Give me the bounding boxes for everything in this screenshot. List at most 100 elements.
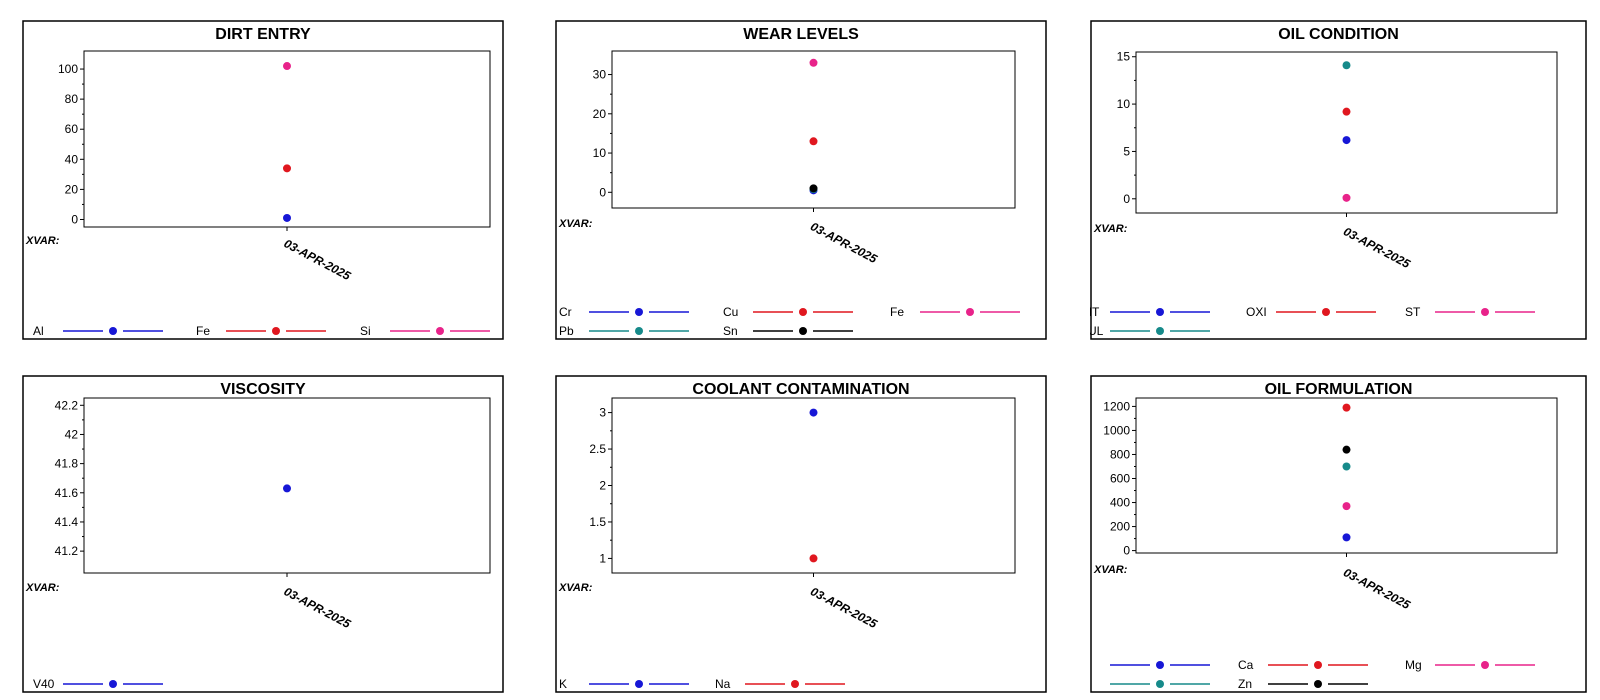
legend-item-k: K [559,677,689,691]
legend-item-fe: Fe [890,305,1020,319]
chart-title: VISCOSITY [220,381,306,398]
y-tick-label: 20 [593,107,607,121]
y-tick-label: 60 [65,122,79,136]
y-tick-label: 1200 [1103,399,1130,413]
y-tick-label: 10 [1117,97,1131,111]
wear-levels-chart: WEAR LEVELS 0 10 20 30 XVAR: 03-APR-2025 Cr Cu Fe… [555,20,1047,340]
legend-item-na: Na [715,677,845,691]
x-axis-label: XVAR: [1093,564,1128,576]
data-point-st [1342,193,1351,202]
legend-label: SUL [1090,324,1104,338]
legend-item-p: P [1110,678,1210,690]
viscosity-chart: VISCOSITY 41.2 41.4 41.6 41.8 42 42.2 XVAR: 03-A… [22,375,504,693]
y-tick-label: 1 [599,551,606,565]
legend-label: K [559,677,567,691]
y-tick-label: 0 [71,212,78,226]
data-point-sn [809,184,818,193]
legend-marker [1314,680,1322,688]
legend-item-v40: V40 [33,677,163,691]
panel-border [555,20,1047,340]
y-tick-label: 80 [65,92,79,106]
panel-border [22,375,504,693]
y-tick-label: 41.6 [55,486,79,500]
legend-marker [1156,680,1164,688]
y-tick-label: 100 [58,62,78,76]
legend-marker [1156,308,1164,316]
data-point-k [809,408,818,417]
y-tick-label: 3 [599,406,606,420]
legend-label: NIT [1090,305,1100,319]
y-tick-label: 1000 [1103,423,1130,437]
legend-marker [1314,661,1322,669]
legend-item-st: ST [1405,305,1535,319]
chart-title: OIL CONDITION [1278,26,1399,43]
data-point-zn [1342,445,1351,454]
legend-item-sn: Sn [723,324,853,338]
legend-item-b: B [1110,659,1210,671]
y-tick-label: 30 [593,68,607,82]
legend-item-cr: Cr [559,305,689,319]
legend-marker [1481,308,1489,316]
data-point-sul [1342,61,1351,70]
x-axis-label: XVAR: [558,582,593,594]
legend-marker [1322,308,1330,316]
x-axis-label: XVAR: [1093,223,1128,235]
legend-marker [966,308,974,316]
y-tick-label: 42 [65,427,79,441]
y-tick-label: 20 [65,182,79,196]
legend-marker [1156,327,1164,335]
legend-item-cu: Cu [723,305,853,319]
data-point-p [1342,462,1351,471]
x-axis-label: XVAR: [558,218,593,230]
legend-label: ST [1405,305,1421,319]
y-tick-label: 0 [1123,544,1130,558]
y-tick-label: 5 [1123,144,1130,158]
legend-marker [109,680,117,688]
legend-marker [635,308,643,316]
chart-svg: OIL CONDITION051015XVAR:03-APR-2025NITOX… [1090,20,1587,340]
legend-item-si: Si [360,324,490,338]
legend-marker [799,327,807,335]
y-tick-label: 10 [593,146,607,160]
legend-marker [791,680,799,688]
legend-item-sul: SUL [1090,324,1210,338]
data-point-oxi [1342,107,1351,116]
y-tick-label: 0 [1123,192,1130,206]
panel-border [1090,375,1587,693]
legend-item-mg: Mg [1405,658,1535,672]
dirt-entry-chart: DIRT ENTRY 0 20 40 60 80 100 XVAR: 03-APR-2025 Al… [22,20,504,340]
data-point-al [283,213,291,222]
data-point-mg [1342,502,1351,511]
x-axis-label: XVAR: [25,582,60,594]
legend-marker [635,680,643,688]
legend-marker [436,327,444,335]
legend-label: Sn [723,324,738,338]
y-tick-label: 40 [65,152,79,166]
legend-marker [635,327,643,335]
legend-label: Pb [559,324,574,338]
y-tick-label: 200 [1110,520,1130,534]
legend-label: Cr [559,305,572,319]
data-point-v40 [283,484,291,493]
chart-title: WEAR LEVELS [743,26,859,43]
legend-item-al: Al [33,324,163,338]
chart-title: DIRT ENTRY [215,26,311,43]
legend-label: Fe [890,305,904,319]
y-tick-label: 41.2 [55,544,79,558]
oil-formulation-chart: OIL FORMULATION 0 200 400 600 800 1000 1200 XVAR… [1090,375,1587,693]
legend-label: V40 [33,677,55,691]
y-tick-label: 41.4 [55,515,79,529]
panel-border [1090,20,1587,340]
coolant-contamination-chart: COOLANT CONTAMINATION 1 1.5 2 2.5 3 XVAR: 03-AP… [555,375,1047,693]
data-point-na [809,554,818,563]
data-point-b [1342,533,1351,542]
legend-label: Mg [1405,658,1422,672]
y-tick-label: 41.8 [55,457,79,471]
legend-label: OXI [1246,305,1267,319]
chart-title: COOLANT CONTAMINATION [692,381,909,398]
y-tick-label: 15 [1117,50,1131,64]
x-axis-label: XVAR: [25,235,60,247]
